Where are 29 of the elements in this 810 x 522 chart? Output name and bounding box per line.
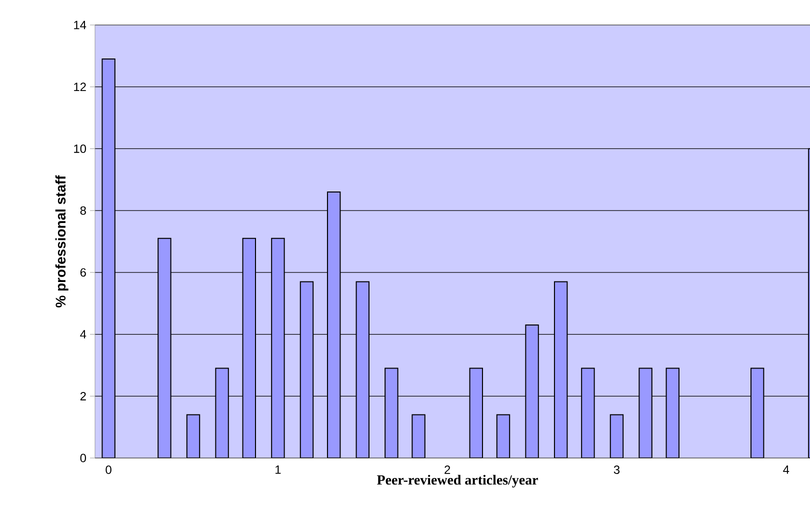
bar [242, 238, 256, 458]
y-tick-label: 2 [80, 392, 86, 400]
bar [326, 192, 341, 458]
bar [158, 238, 172, 458]
bar [271, 238, 285, 458]
x-tick-label: 3 [614, 466, 620, 474]
x-tick-label: 4 [783, 466, 790, 474]
x-tick-label: 0 [106, 466, 112, 474]
bar [525, 324, 539, 458]
bar [384, 368, 398, 458]
y-axis-title: % professional staff [55, 175, 68, 308]
y-tick-label: 4 [80, 330, 86, 338]
y-tick-label: 10 [74, 144, 86, 153]
y-tick-label: 14 [74, 20, 86, 30]
y-tick-label: 0 [80, 454, 86, 462]
bar [554, 281, 568, 458]
x-tick-label: 2 [444, 466, 450, 474]
x-tick-label: 1 [276, 466, 281, 474]
bar [102, 58, 116, 458]
bar [581, 368, 595, 458]
y-tick-label: 12 [74, 82, 86, 92]
bar [356, 281, 370, 458]
y-tick-label: 6 [80, 268, 86, 277]
bar [215, 368, 229, 458]
bar [300, 281, 314, 458]
bar [412, 414, 426, 458]
bar [638, 368, 652, 458]
x-axis-title: Peer-reviewed articles/year [377, 474, 538, 488]
y-tick-label: 8 [80, 206, 86, 215]
